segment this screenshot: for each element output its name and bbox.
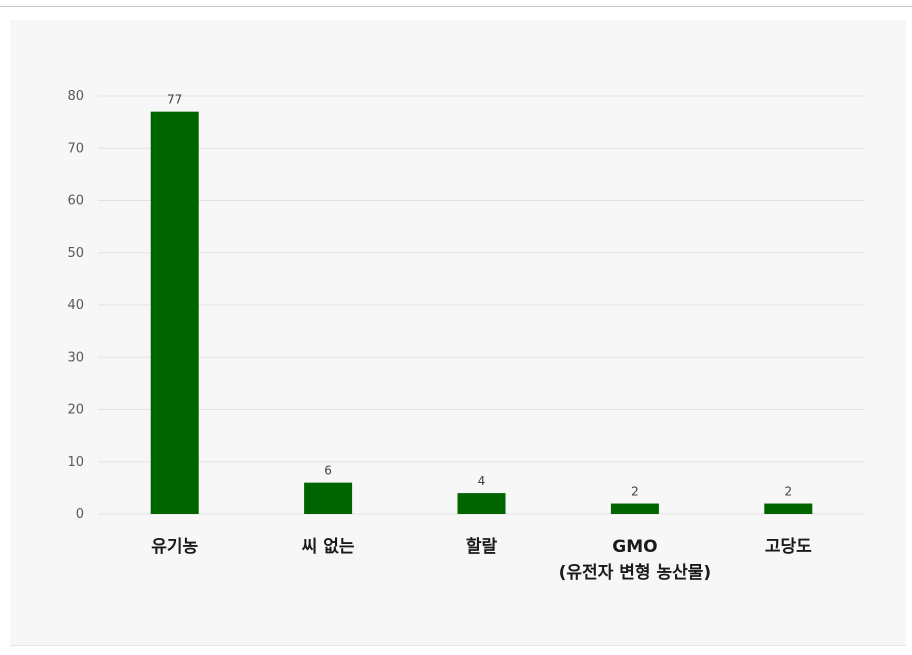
x-tick-label: 유기농 bbox=[151, 537, 198, 557]
x-tick-label: 씨 없는 bbox=[302, 537, 355, 557]
y-tick-label: 80 bbox=[67, 89, 84, 104]
chart-panel: 0 10 20 30 40 50 60 70 80 77 유기농 6 씨 없는 4 할랄 2 GMO (유전자 변… bbox=[10, 20, 906, 646]
bar bbox=[610, 503, 659, 514]
y-tick-label: 60 bbox=[67, 194, 84, 209]
x-tick-label: 고당도 bbox=[765, 537, 812, 557]
data-label: 77 bbox=[167, 93, 182, 107]
bar-chart: 0 10 20 30 40 50 60 70 80 77 유기농 6 씨 없는 4 할랄 2 GMO (유전자 변… bbox=[67, 89, 865, 583]
data-label: 4 bbox=[478, 474, 486, 488]
y-tick-label: 50 bbox=[67, 246, 84, 261]
x-tick-label: (유전자 변형 농산물) bbox=[559, 562, 712, 583]
y-tick-label: 40 bbox=[67, 298, 84, 313]
y-tick-label: 30 bbox=[67, 350, 84, 365]
x-tick-label: GMO bbox=[612, 537, 657, 557]
bar bbox=[150, 111, 199, 515]
x-tick-label: 할랄 bbox=[466, 537, 498, 557]
bar bbox=[764, 503, 813, 514]
y-tick-label: 70 bbox=[67, 141, 84, 156]
y-tick-label: 10 bbox=[67, 455, 84, 470]
bar bbox=[304, 482, 353, 514]
y-tick-label: 20 bbox=[67, 403, 84, 418]
y-tick-label: 0 bbox=[76, 507, 84, 522]
top-divider bbox=[0, 6, 912, 7]
bar bbox=[457, 493, 506, 514]
data-label: 2 bbox=[631, 485, 639, 499]
data-label: 6 bbox=[324, 464, 332, 478]
data-label: 2 bbox=[784, 485, 792, 499]
